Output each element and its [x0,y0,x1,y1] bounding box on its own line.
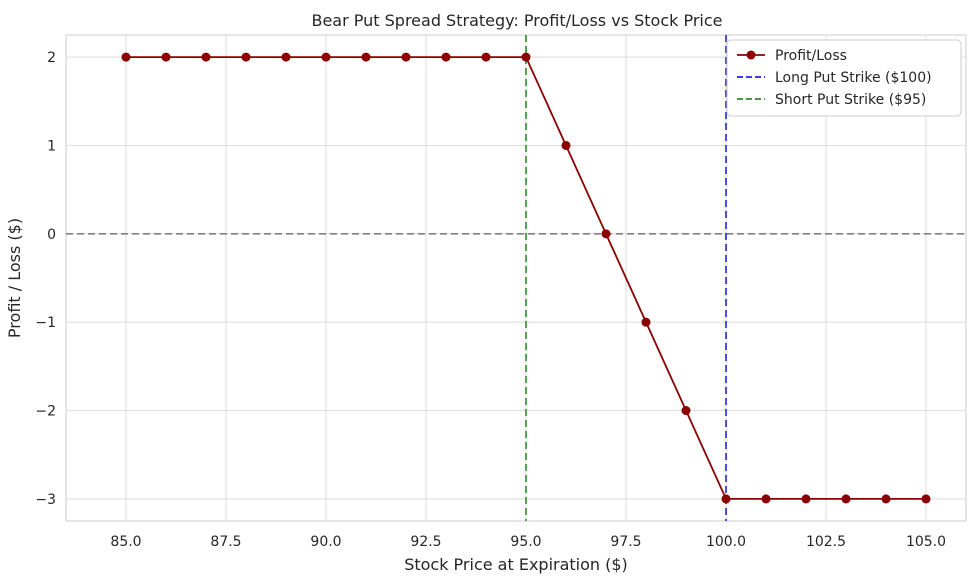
data-point [841,494,851,504]
y-tick-label: −2 [35,404,56,420]
data-point [801,494,811,504]
data-point [601,229,611,239]
data-point [881,494,891,504]
legend-label: Profit/Loss [775,48,847,64]
data-point [641,317,651,327]
y-tick-label: 2 [47,50,56,66]
data-point [281,52,291,62]
data-point [521,52,531,62]
x-tick-label: 105.0 [906,534,946,550]
data-point [921,494,931,504]
y-tick-label: −1 [35,315,56,331]
legend-label: Short Put Strike ($95) [775,92,926,108]
legend: Profit/Loss Long Put Strike ($100) Short P… [726,39,962,117]
y-tick-label: 0 [47,227,56,243]
data-point [681,406,691,416]
x-axis-label: Stock Price at Expiration ($) [404,555,628,574]
y-tick-label: −3 [35,492,56,508]
x-tick-label: 97.5 [610,534,641,550]
data-point [721,494,731,504]
x-tick-label: 100.0 [706,534,746,550]
x-tick-label: 95.0 [510,534,541,550]
data-point [441,52,451,62]
data-point [161,52,171,62]
data-point [361,52,371,62]
data-point [201,52,211,62]
data-point [401,52,411,62]
legend-box [726,39,962,117]
y-axis-label: Profit / Loss ($) [5,218,24,338]
x-tick-label: 102.5 [806,534,846,550]
legend-label: Long Put Strike ($100) [775,70,932,86]
x-tick-label: 90.0 [310,534,341,550]
data-point [241,52,251,62]
x-tick-label: 85.0 [110,534,141,550]
data-point [121,52,131,62]
data-point [481,52,491,62]
x-tick-label: 87.5 [210,534,241,550]
x-tick-label: 92.5 [410,534,441,550]
data-point [561,140,571,150]
data-point [321,52,331,62]
data-point [761,494,771,504]
chart-title: Bear Put Spread Strategy: Profit/Loss vs… [311,11,722,30]
legend-marker [746,50,756,60]
y-tick-label: 1 [47,138,56,154]
